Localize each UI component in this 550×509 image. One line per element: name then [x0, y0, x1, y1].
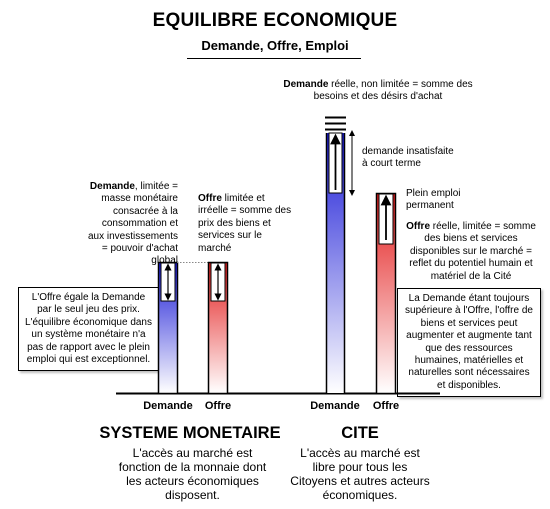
- left-section-heading: SYSTEME MONETAIRE: [80, 424, 300, 443]
- left-offer-label: Offre: [193, 400, 243, 412]
- right-offer-bar: [377, 194, 396, 394]
- left-demand-bar: [159, 263, 178, 394]
- left-section-text: L'accès au marché est fonction de la mon…: [115, 446, 270, 502]
- right-demand-bar: [325, 118, 346, 394]
- right-offer-label: Offre: [361, 400, 411, 412]
- right-demand-label: Demande: [305, 400, 365, 412]
- right-section-heading: CITE: [300, 424, 420, 443]
- right-section-text: L'accès au marché est libre pour tous le…: [290, 446, 430, 502]
- left-demand-label: Demande: [138, 400, 198, 412]
- left-offer-bar: [209, 263, 228, 394]
